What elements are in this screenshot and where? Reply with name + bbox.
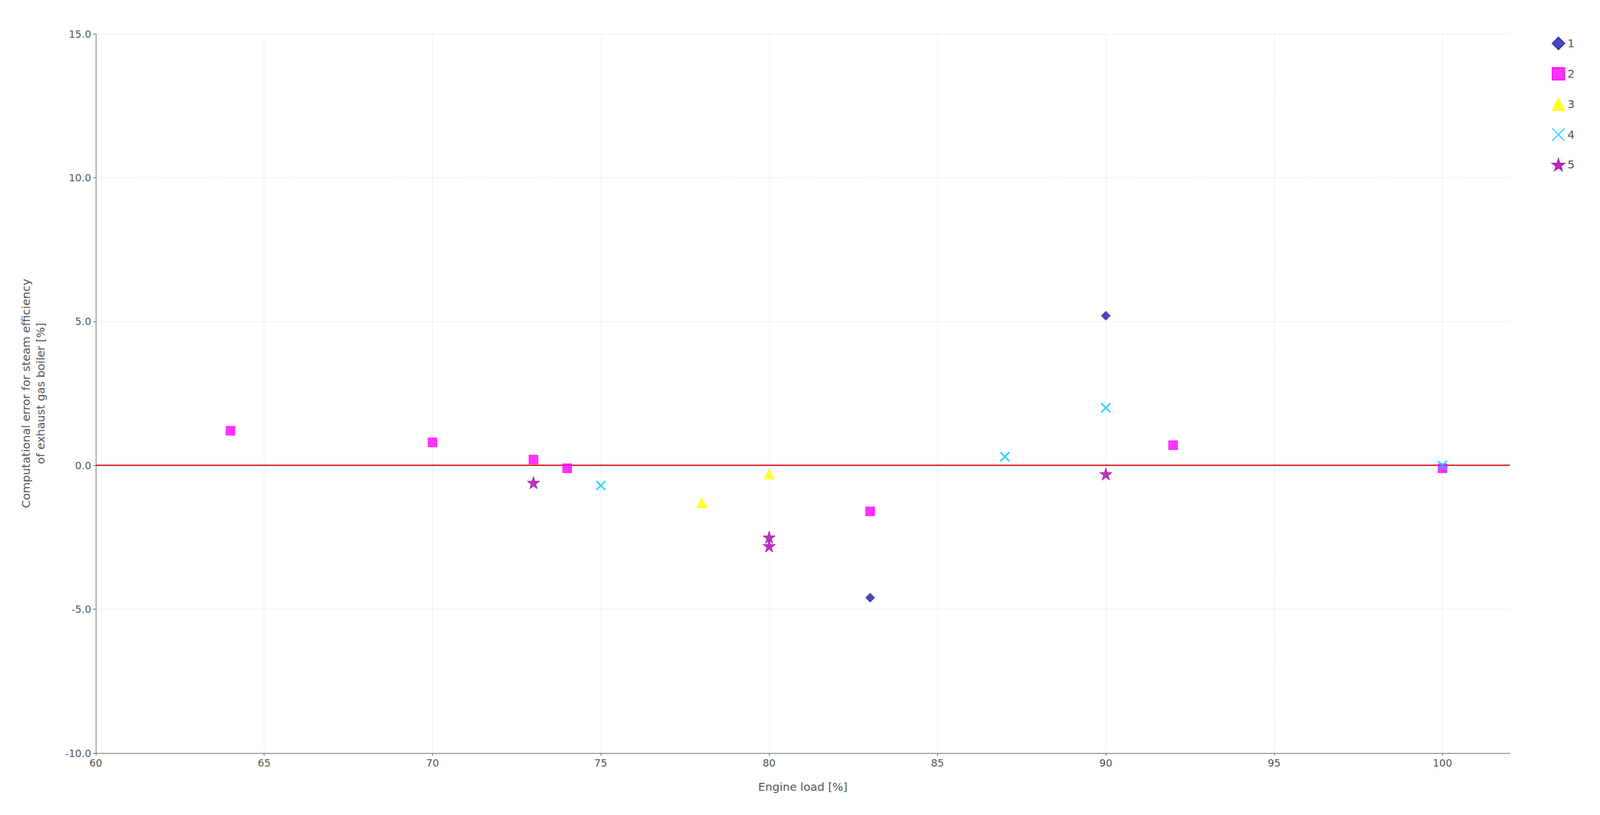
svg-text:65: 65 <box>257 757 271 770</box>
svg-text:70: 70 <box>426 757 440 770</box>
svg-text:-5.0: -5.0 <box>71 603 92 616</box>
svg-text:85: 85 <box>931 757 944 770</box>
svg-text:3: 3 <box>1567 97 1575 112</box>
svg-text:75: 75 <box>594 757 608 770</box>
svg-text:90: 90 <box>1099 757 1113 770</box>
svg-text:80: 80 <box>762 757 776 770</box>
svg-text:Computational error for steam: Computational error for steam efficiency <box>19 278 33 509</box>
svg-text:0.0: 0.0 <box>74 459 92 472</box>
svg-text:100: 100 <box>1432 757 1452 770</box>
svg-text:of exhaust gas boiler [%]: of exhaust gas boiler [%] <box>33 322 48 465</box>
svg-text:2: 2 <box>1567 67 1575 81</box>
svg-text:15.0: 15.0 <box>68 28 92 41</box>
svg-text:95: 95 <box>1267 757 1281 770</box>
svg-text:10.0: 10.0 <box>68 171 92 184</box>
svg-text:5: 5 <box>1567 157 1575 172</box>
svg-text:4: 4 <box>1567 127 1575 142</box>
svg-text:60: 60 <box>89 757 103 770</box>
svg-text:5.0: 5.0 <box>74 315 92 328</box>
svg-text:1: 1 <box>1567 36 1575 51</box>
svg-text:-10.0: -10.0 <box>64 747 92 760</box>
svg-text:Engine load [%]: Engine load [%] <box>758 780 848 795</box>
